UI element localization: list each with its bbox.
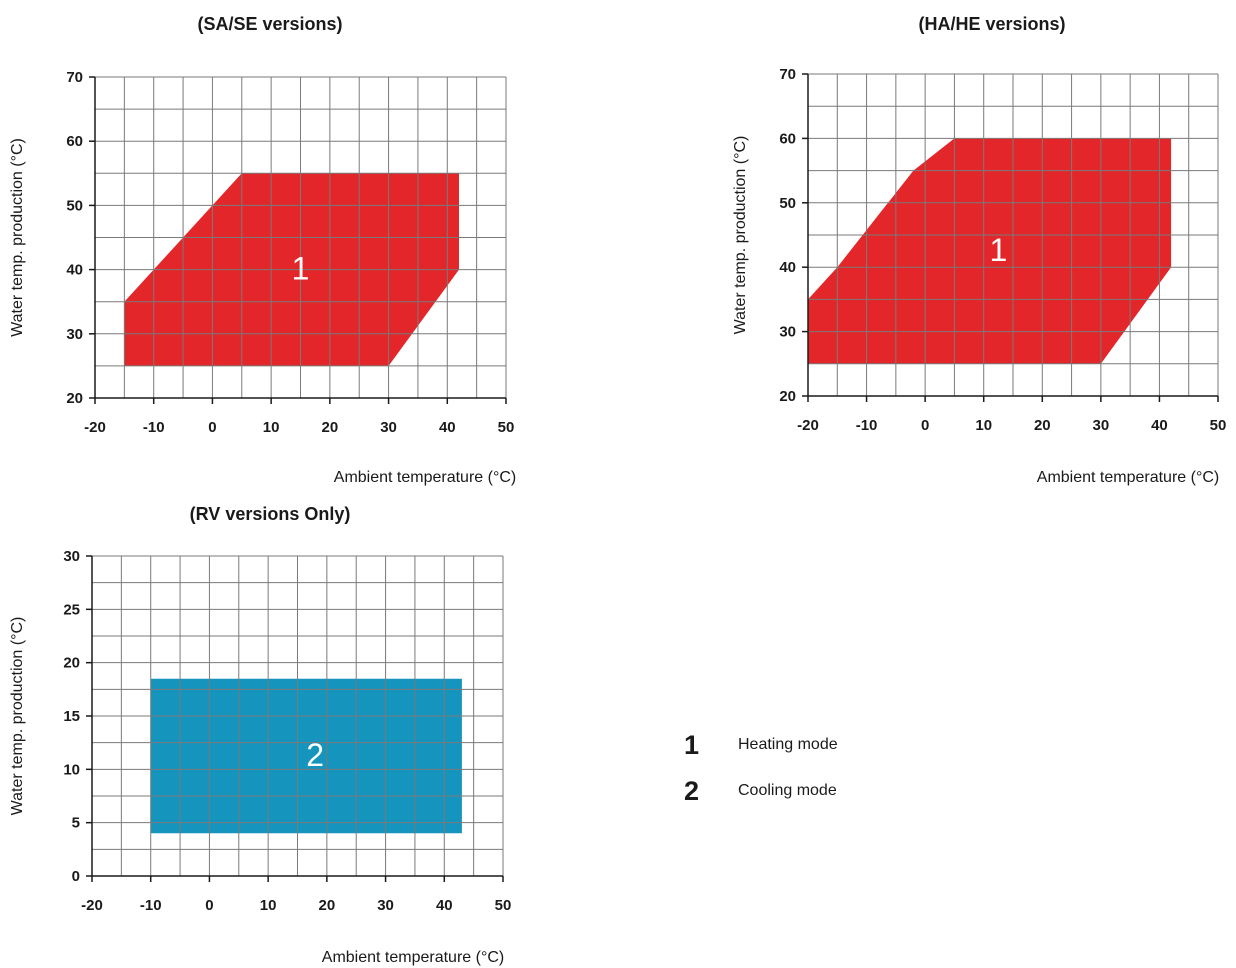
legend-label: Heating mode [738, 736, 838, 753]
x-axis-label: Ambient temperature (°C) [1037, 469, 1219, 486]
chart-title: (SA/SE versions) [197, 14, 342, 34]
legend-label: Cooling mode [738, 782, 837, 799]
x-tick-label: 20 [319, 897, 336, 914]
region-label: 1 [292, 251, 310, 287]
y-tick-label: 25 [63, 601, 80, 618]
x-axis-label: Ambient temperature (°C) [322, 949, 504, 966]
y-axis-label: Water temp. production (°C) [9, 617, 26, 816]
legend: 1 Heating mode 2 Cooling mode [680, 722, 838, 814]
x-tick-label: 30 [377, 897, 394, 914]
y-tick-label: 30 [63, 548, 80, 565]
x-tick-label: 30 [380, 419, 397, 436]
y-axis-label: Water temp. production (°C) [9, 138, 26, 337]
x-tick-label: 0 [208, 419, 216, 436]
y-tick-label: 30 [779, 324, 796, 341]
chart-title: (RV versions Only) [190, 504, 351, 524]
y-tick-label: 30 [66, 326, 83, 343]
x-axis-label: Ambient temperature (°C) [334, 469, 516, 486]
y-tick-label: 20 [779, 388, 796, 405]
x-tick-label: 10 [975, 417, 992, 434]
y-tick-label: 40 [779, 259, 796, 276]
legend-item-cooling: 2 Cooling mode [680, 768, 838, 814]
y-tick-label: 5 [72, 815, 80, 832]
region-label: 1 [989, 232, 1007, 268]
x-tick-label: 40 [439, 419, 456, 436]
y-tick-label: 15 [63, 708, 80, 725]
x-tick-label: -10 [856, 417, 878, 434]
y-tick-label: 70 [779, 66, 796, 83]
y-tick-label: 0 [72, 868, 80, 885]
operating-region [150, 678, 462, 834]
x-tick-label: 20 [1034, 417, 1051, 434]
y-tick-label: 20 [63, 655, 80, 672]
y-axis-label: Water temp. production (°C) [732, 136, 749, 335]
operating-region [808, 138, 1172, 364]
chart-1: -20 -10 0 10 20 30 40 50 20 30 40 50 60 70 1 (SA/SE ver… [9, 14, 516, 486]
x-tick-label: 30 [1093, 417, 1110, 434]
y-tick-label: 50 [66, 197, 83, 214]
x-tick-label: 0 [205, 897, 213, 914]
x-tick-label: -10 [140, 897, 162, 914]
y-tick-label: 60 [66, 133, 83, 150]
x-tick-label: 50 [495, 897, 512, 914]
chart-2: -20 -10 0 10 20 30 40 50 20 30 40 50 60 70 1 (HA/HE ver… [732, 14, 1226, 486]
x-tick-label: 10 [263, 419, 280, 436]
x-tick-label: 0 [921, 417, 929, 434]
x-tick-label: -20 [797, 417, 819, 434]
y-tick-label: 10 [63, 761, 80, 778]
chart-3: -20 -10 0 10 20 30 40 50 0 5 10 15 20 25 30 2 (RV versio… [9, 504, 511, 966]
legend-item-heating: 1 Heating mode [680, 722, 838, 768]
y-tick-label: 50 [779, 195, 796, 212]
x-tick-label: 10 [260, 897, 277, 914]
region-label: 2 [306, 737, 324, 773]
x-tick-label: 50 [498, 419, 515, 436]
y-tick-label: 70 [66, 69, 83, 86]
x-tick-label: -10 [143, 419, 165, 436]
x-tick-label: 50 [1210, 417, 1227, 434]
legend-number: 1 [684, 729, 700, 760]
legend-number: 2 [684, 775, 700, 806]
chart-title: (HA/HE versions) [918, 14, 1065, 34]
x-tick-label: -20 [84, 419, 106, 436]
x-tick-label: 40 [436, 897, 453, 914]
y-tick-label: 60 [779, 130, 796, 147]
x-tick-label: -20 [81, 897, 103, 914]
x-tick-label: 40 [1151, 417, 1168, 434]
x-tick-label: 20 [322, 419, 339, 436]
y-tick-label: 40 [66, 262, 83, 279]
y-tick-label: 20 [66, 390, 83, 407]
